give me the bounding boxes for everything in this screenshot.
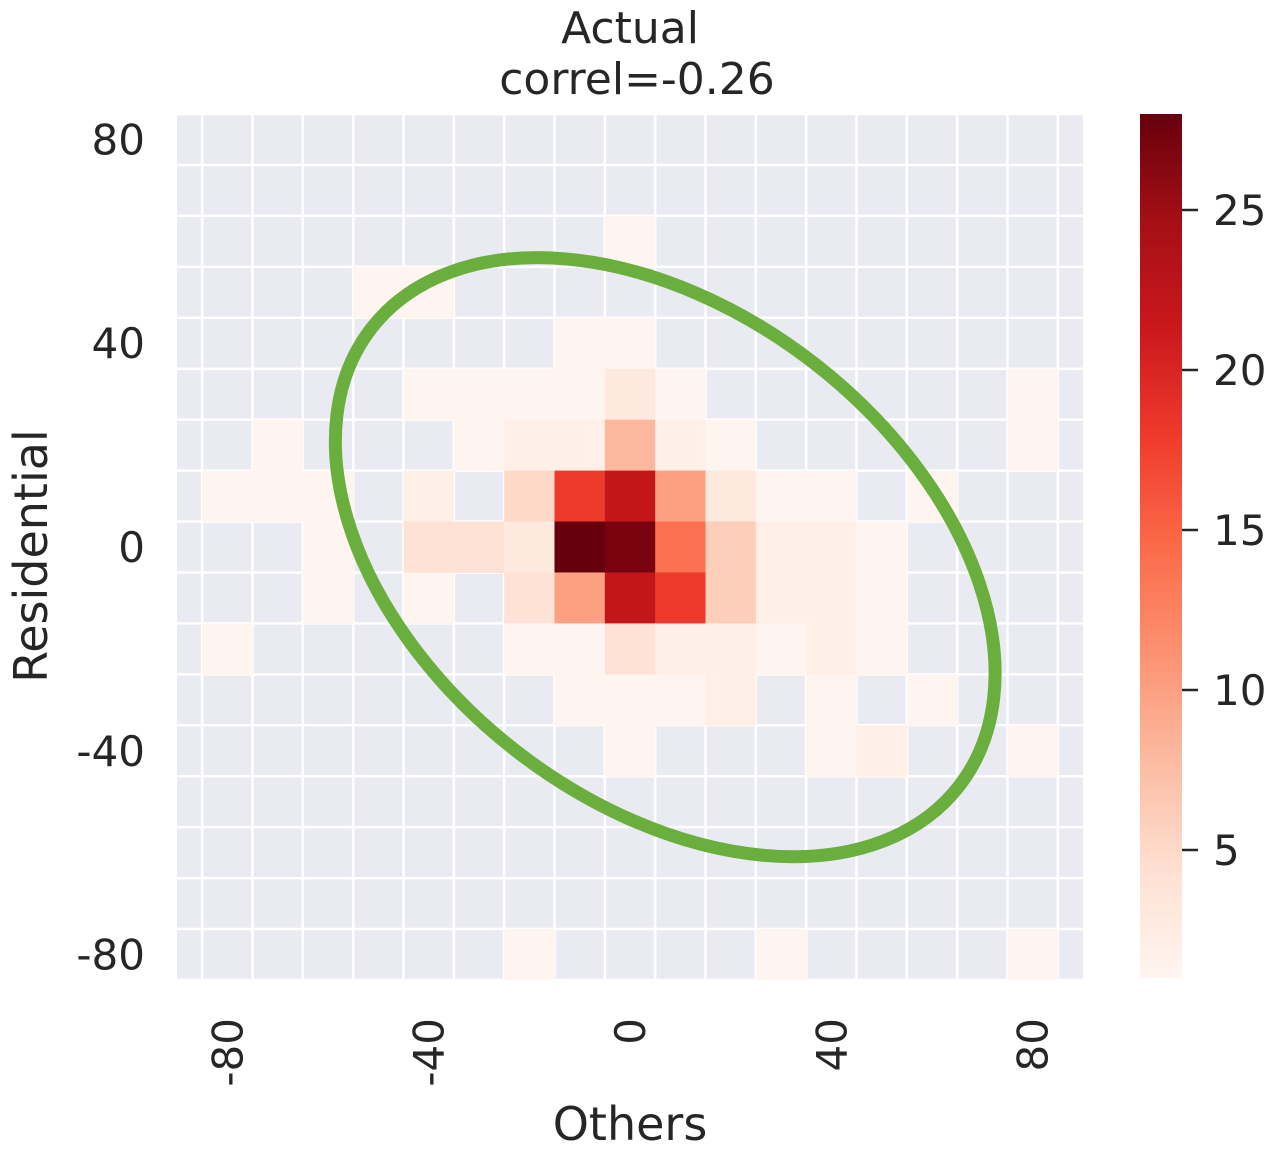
heatmap-cell <box>554 470 606 523</box>
heatmap-cell <box>705 674 757 726</box>
x-tick-label: 40 <box>807 1018 856 1071</box>
heatmap-cell <box>252 470 304 523</box>
y-tick-label: -40 <box>76 727 145 776</box>
heatmap-cell <box>604 317 656 370</box>
heatmap-cell <box>604 215 656 268</box>
heatmap-cell <box>705 521 757 573</box>
heatmap-cell <box>453 521 505 573</box>
colorbar-tick-label: 25 <box>1213 186 1266 235</box>
heatmap-cell <box>202 470 253 523</box>
heatmap-cell <box>604 368 656 421</box>
heatmap-cell <box>856 623 908 675</box>
x-tick-label: -40 <box>405 1018 454 1087</box>
heatmap-cell <box>453 368 505 421</box>
heatmap-cell <box>755 929 807 980</box>
heatmap-cell <box>705 572 757 624</box>
correlation-ellipse <box>328 251 1002 864</box>
colorbar-tick-label: 20 <box>1213 346 1266 395</box>
ellipse-overlay <box>328 251 1002 864</box>
heatmap-cell <box>856 521 908 573</box>
colorbar-tick-label: 15 <box>1213 506 1266 555</box>
axis-ticks: 80 40 0 -40 -80 -80 -40 0 40 80 <box>76 115 1057 1086</box>
heatmap-cells <box>202 215 1059 980</box>
heatmap-cell <box>604 725 656 777</box>
heatmap-cell <box>906 674 958 726</box>
heatmap-cell <box>202 623 253 675</box>
heatmap-cell <box>755 521 807 573</box>
x-tick-label: -80 <box>203 1018 252 1087</box>
heatmap-cell <box>504 572 555 624</box>
colorbar-tick-label: 10 <box>1213 666 1266 715</box>
heatmap-cell <box>504 929 555 980</box>
heatmap-cell <box>655 368 706 421</box>
x-axis-label: Others <box>553 1097 708 1150</box>
heatmap-cell <box>403 521 455 573</box>
y-axis-label: Residential <box>4 429 58 682</box>
heatmap-cell <box>655 623 706 675</box>
colorbar <box>1140 114 1182 978</box>
heatmap-cell <box>554 623 606 675</box>
heatmap-cell <box>755 470 807 523</box>
heatmap-cell <box>604 470 656 523</box>
heatmap-cell <box>1007 725 1059 777</box>
heatmap-cell <box>806 725 857 777</box>
chart-title-line-1: Actual <box>561 3 699 54</box>
heatmap-cell <box>554 419 606 472</box>
heatmap-cell <box>806 623 857 675</box>
x-tick-label: 0 <box>606 1018 655 1045</box>
heatmap-cell <box>755 623 807 675</box>
heatmap-cell <box>504 368 555 421</box>
y-tick-label: 0 <box>118 523 145 572</box>
heatmap-cell <box>655 470 706 523</box>
heatmap-cell <box>453 419 505 472</box>
colorbar-tick-label: 5 <box>1213 826 1240 875</box>
heatmap-cell <box>252 419 304 472</box>
heatmap-cell <box>1007 419 1059 472</box>
heatmap-cell <box>504 623 555 675</box>
heatmap-cell <box>856 725 908 777</box>
y-tick-label: 80 <box>92 115 145 164</box>
heatmap-cell <box>403 368 455 421</box>
heatmap-cell <box>554 572 606 624</box>
heatmap-cell <box>504 419 555 472</box>
heatmap-cell <box>554 368 606 421</box>
heatmap-cell <box>755 572 807 624</box>
heatmap-cell <box>705 623 757 675</box>
heatmap-cell <box>806 572 857 624</box>
heatmap-cell <box>806 521 857 573</box>
chart-title-line-2: correl=-0.26 <box>499 54 775 105</box>
heatmap-cell <box>655 674 706 726</box>
colorbar-ticks: 25 20 15 10 5 <box>1182 186 1266 875</box>
heatmap-cell <box>655 572 706 624</box>
heatmap-cell <box>856 572 908 624</box>
heatmap-cell <box>705 419 757 472</box>
heatmap-cell <box>655 521 706 573</box>
heatmap-cell <box>604 623 656 675</box>
heatmap-cell <box>604 419 656 472</box>
heatmap-cell <box>302 572 354 624</box>
heatmap-cell <box>655 419 706 472</box>
heatmap-cell <box>504 470 555 523</box>
heatmap-cell <box>604 572 656 624</box>
heatmap-cell <box>604 674 656 726</box>
x-tick-label: 80 <box>1009 1018 1058 1071</box>
heatmap-cell <box>1007 929 1059 980</box>
heatmap-cell <box>554 521 606 573</box>
heatmap-cell <box>403 470 455 523</box>
y-tick-label: -80 <box>76 931 145 980</box>
heatmap-cell <box>554 674 606 726</box>
y-tick-label: 40 <box>92 319 145 368</box>
heatmap-cell <box>806 470 857 523</box>
heatmap-cell <box>604 521 656 573</box>
heatmap-cell <box>504 521 555 573</box>
heatmap-cell <box>705 470 757 523</box>
heatmap-cell <box>1007 368 1059 421</box>
heatmap-cell <box>806 674 857 726</box>
heatmap-cell <box>554 317 606 370</box>
heatmap-cell <box>403 572 455 624</box>
